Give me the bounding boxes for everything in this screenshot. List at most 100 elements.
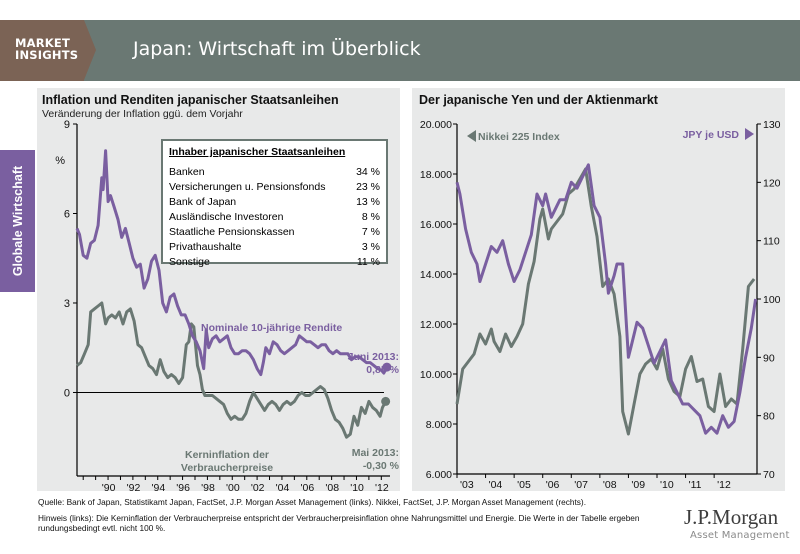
holder-share: 3 % (361, 241, 380, 253)
footnote: Hinweis (links): Die Kerninflation der V… (38, 513, 640, 533)
right-y-tick-label: 120 (763, 177, 781, 189)
holder-share: 34 % (356, 166, 380, 178)
holders-table: Inhaber japanischer Staatsanleihen Banke… (161, 139, 388, 268)
x-tick-label: '90 (102, 482, 116, 491)
x-tick-label: '92 (127, 482, 141, 491)
x-tick-label: '09 (631, 479, 645, 491)
nikkei-line (455, 167, 756, 436)
left-y-tick-label: 6.000 (426, 469, 452, 481)
holder-share: 11 % (356, 256, 380, 268)
x-tick-label: '11 (689, 479, 702, 491)
side-tab-label: Globale Wirtschaft (10, 165, 25, 277)
y-tick-label: 9 (64, 119, 70, 131)
left-y-tick-label: 20.000 (420, 119, 452, 131)
y-axis-unit-label: % (55, 155, 65, 167)
x-tick-label: '07 (574, 479, 588, 491)
x-tick-label: '10 (660, 479, 674, 491)
holder-share: 7 % (361, 226, 380, 238)
header-banner: MARKET INSIGHTS Japan: Wirtschaft im Übe… (0, 20, 800, 81)
x-tick-label: '00 (226, 482, 240, 491)
yield-endpoint-marker (382, 362, 392, 372)
brand-line-2: INSIGHTS (15, 47, 79, 62)
holders-row: Versicherungen u. Pensionsfonds 23 % (169, 180, 380, 195)
x-tick-label: '12 (717, 479, 731, 491)
source-note: Quelle: Bank of Japan, Statistikamt Japa… (38, 497, 586, 507)
yield-annotation-date: Juni 2013: (348, 351, 399, 363)
x-tick-label: '02 (251, 482, 265, 491)
holder-share: 13 % (356, 196, 380, 208)
x-tick-label: '12 (375, 482, 389, 491)
holders-row: Staatliche Pensionskassen 7 % (169, 225, 380, 240)
x-tick-label: '94 (151, 482, 165, 491)
inflation-endpoint-marker (381, 396, 391, 406)
side-tab-globale-wirtschaft[interactable]: Globale Wirtschaft (0, 150, 35, 292)
holders-row: Privathaushalte 3 % (169, 240, 380, 255)
y-tick-label: 6 (64, 208, 70, 220)
jpmorgan-logo-subtitle: Asset Management (690, 530, 790, 541)
x-tick-label: '96 (176, 482, 190, 491)
page-title: Japan: Wirtschaft im Überblick (133, 38, 421, 60)
x-tick-label: '08 (603, 479, 617, 491)
inflation-yield-chart: 0 3 6 9% '90 '92 '94 '96 '98 '00 '02 '04 '06 '08 '10 '1… (55, 119, 400, 491)
right-y-tick-label: 90 (763, 352, 775, 364)
right-panel-title: Der japanische Yen und der Aktienmarkt (419, 93, 658, 107)
holders-row: Sonstige 11 % (169, 255, 380, 270)
holder-label: Bank of Japan (169, 196, 237, 208)
holders-table-rows: Banken 34 % Versicherungen u. Pensionsfond… (169, 165, 380, 270)
inflation-series-label-line2: Verbraucherpreise (181, 462, 273, 474)
holder-label: Versicherungen u. Pensionsfonds (169, 181, 326, 193)
left-y-tick-label: 18.000 (420, 169, 452, 181)
yield-series-label: Nominale 10-jährige Rendite (201, 322, 342, 334)
nominal-yield-line (75, 149, 389, 377)
left-panel-title: Inflation und Renditen japanischer Staat… (42, 93, 339, 107)
x-tick-label: '03 (460, 479, 474, 491)
right-arrow-icon (745, 128, 754, 140)
yield-annotation-value: 0,85 % (366, 364, 399, 376)
holder-share: 23 % (356, 181, 380, 193)
left-y-tick-label: 8.000 (426, 419, 452, 431)
inflation-annotation-date: Mai 2013: (352, 447, 399, 459)
y-tick-label: 0 (64, 387, 70, 399)
brand-arrow-shape (84, 20, 96, 80)
x-tick-label: '05 (517, 479, 531, 491)
holders-row: Banken 34 % (169, 165, 380, 180)
holder-label: Banken (169, 166, 205, 178)
holder-label: Ausländische Investoren (169, 211, 284, 223)
x-tick-label: '08 (325, 482, 339, 491)
holder-label: Staatliche Pensionskassen (169, 226, 295, 238)
x-tick-label: '04 (489, 479, 503, 491)
inflation-annotation-value: -0,30 % (363, 460, 400, 472)
inflation-series-label-line1: Kerninflation der (185, 449, 269, 461)
core-inflation-line (76, 301, 388, 439)
right-y-tick-label: 70 (763, 469, 775, 481)
y-tick-label: 3 (64, 298, 70, 310)
right-y-tick-label: 130 (763, 119, 781, 131)
x-tick-label: '06 (301, 482, 315, 491)
x-tick-label: '10 (350, 482, 364, 491)
yen-stock-panel: Der japanische Yen und der Aktienmarkt (412, 88, 785, 491)
yen-nikkei-chart: 6.000 8.000 10.000 12.000 14.000 16.000 18.000… (420, 119, 781, 491)
holders-table-title: Inhaber japanischer Staatsanleihen (169, 146, 346, 158)
holder-label: Sonstige (169, 256, 210, 268)
right-y-tick-label: 100 (763, 294, 781, 306)
holder-label: Privathaushalte (169, 241, 242, 253)
holders-row: Bank of Japan 13 % (169, 195, 380, 210)
right-y-tick-label: 80 (763, 411, 775, 423)
holder-share: 8 % (361, 211, 380, 223)
left-y-tick-label: 14.000 (420, 269, 452, 281)
left-panel-subtitle: Veränderung der Inflation ggü. dem Vorja… (42, 108, 243, 120)
market-insights-badge: MARKET INSIGHTS (0, 20, 84, 81)
left-arrow-icon (467, 130, 476, 142)
left-y-tick-label: 16.000 (420, 219, 452, 231)
jpy-usd-line (455, 163, 758, 435)
x-tick-label: '04 (276, 482, 290, 491)
left-y-tick-label: 12.000 (420, 319, 452, 331)
brand-line-1: MARKET (15, 36, 71, 50)
left-y-tick-label: 10.000 (420, 369, 452, 381)
holders-row: Ausländische Investoren 8 % (169, 210, 380, 225)
x-tick-label: '06 (546, 479, 560, 491)
right-y-tick-label: 110 (763, 236, 780, 248)
jpy-legend-label: JPY je USD (683, 129, 740, 141)
nikkei-legend-label: Nikkei 225 Index (478, 131, 560, 143)
jpmorgan-logo: J.P.Morgan (684, 505, 779, 529)
